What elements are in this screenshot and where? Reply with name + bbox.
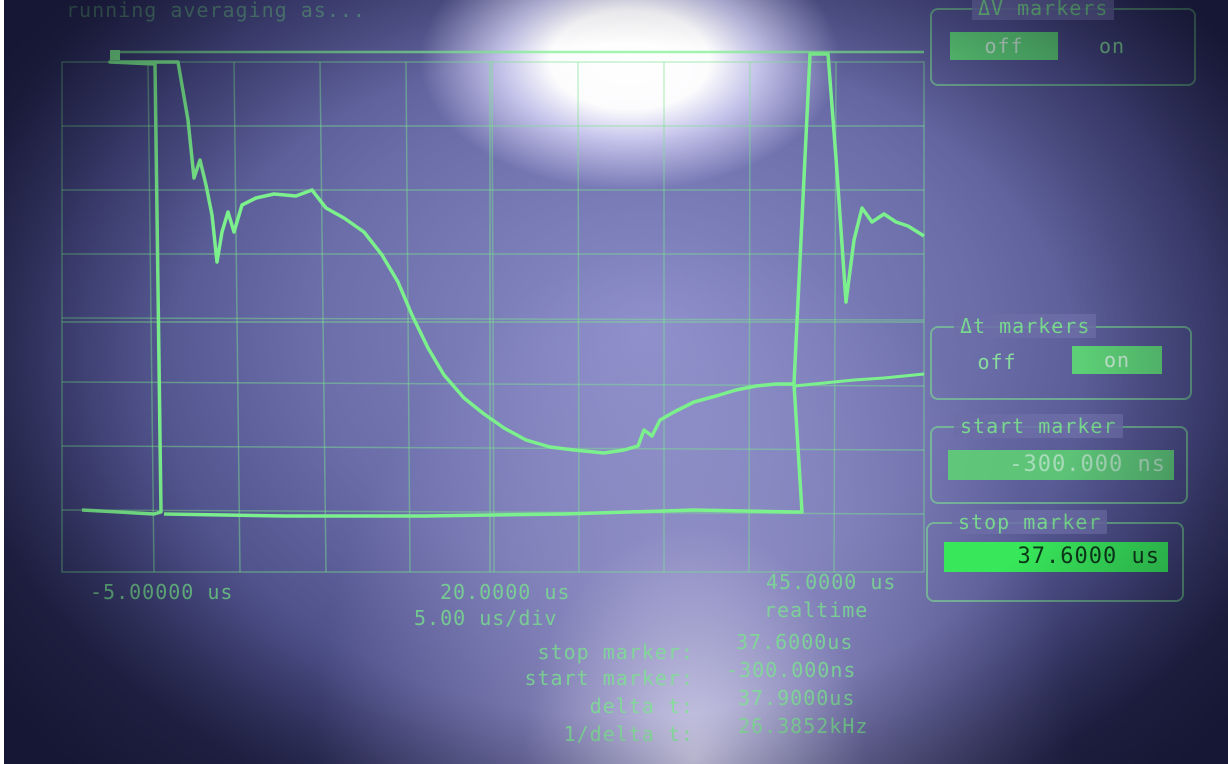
start-marker-field[interactable]: -300.000 ns	[948, 450, 1174, 480]
readout-label: 1/delta t:	[563, 722, 694, 746]
readout-label: start marker:	[524, 666, 694, 690]
stop-marker-field[interactable]: 37.6000 us	[944, 542, 1168, 572]
graticule-vertical-lines	[147, 61, 837, 573]
readout-value: 26.3852kHz	[738, 714, 869, 738]
dv-markers-on-option[interactable]: on	[1098, 34, 1126, 58]
time-left-label: -5.00000 us	[90, 580, 234, 604]
pulse-trace-2	[792, 52, 925, 385]
stop-marker-title: stop marker	[952, 510, 1108, 534]
start-marker-panel: start marker -300.000 ns	[930, 414, 1188, 504]
dv-markers-panel: ΔV markers off on	[930, 0, 1196, 86]
reference-trace	[793, 372, 925, 388]
time-center-label: 20.0000 us	[440, 580, 571, 604]
dt-markers-title: Δt markers	[954, 314, 1097, 338]
dt-markers-off-option[interactable]: off	[977, 350, 1017, 374]
readout-value: 37.9000us	[738, 686, 856, 710]
dv-markers-title: ΔV markers	[972, 0, 1115, 20]
readout-label: stop marker:	[537, 640, 694, 664]
oscilloscope-screen: running averaging as... -5.00000 us 20.0…	[4, 0, 1228, 764]
ground-reference-marker	[110, 50, 120, 60]
start-marker-title: start marker	[954, 414, 1123, 438]
readout-value: -300.000ns	[726, 658, 857, 682]
time-per-div-label: 5.00 us/div	[414, 606, 558, 630]
readout-value: 37.6000us	[736, 630, 854, 654]
time-right-label: 45.0000 us	[766, 570, 897, 594]
mode-header: running averaging as...	[66, 0, 366, 22]
stop-marker-panel: stop marker 37.6000 us	[926, 510, 1184, 602]
readout-label: delta t:	[589, 694, 694, 718]
dt-markers-panel: Δt markers off on	[930, 314, 1192, 400]
dv-markers-off-option[interactable]: off	[950, 32, 1058, 60]
acquisition-mode-label: realtime	[764, 598, 869, 622]
dt-markers-on-option[interactable]: on	[1072, 346, 1162, 374]
